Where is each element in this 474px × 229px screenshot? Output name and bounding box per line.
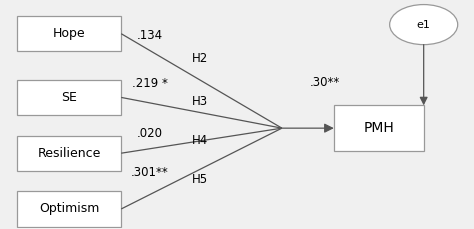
- Text: H5: H5: [192, 173, 208, 186]
- FancyBboxPatch shape: [17, 136, 121, 171]
- FancyBboxPatch shape: [334, 105, 424, 151]
- Text: H3: H3: [192, 95, 208, 109]
- Text: Optimism: Optimism: [39, 202, 100, 215]
- FancyBboxPatch shape: [17, 191, 121, 227]
- Text: Hope: Hope: [53, 27, 85, 40]
- Text: .020: .020: [137, 127, 163, 140]
- Text: Resilience: Resilience: [37, 147, 101, 160]
- Text: SE: SE: [61, 91, 77, 104]
- Text: .30**: .30**: [310, 76, 339, 89]
- FancyBboxPatch shape: [17, 80, 121, 115]
- Ellipse shape: [390, 5, 458, 45]
- Text: e1: e1: [417, 20, 430, 30]
- Text: .134: .134: [137, 30, 163, 42]
- Text: PMH: PMH: [364, 121, 394, 135]
- Text: .219 *: .219 *: [132, 77, 167, 90]
- Text: H4: H4: [192, 134, 209, 147]
- Text: .301**: .301**: [131, 166, 168, 179]
- Text: H2: H2: [192, 52, 209, 65]
- FancyBboxPatch shape: [17, 16, 121, 51]
